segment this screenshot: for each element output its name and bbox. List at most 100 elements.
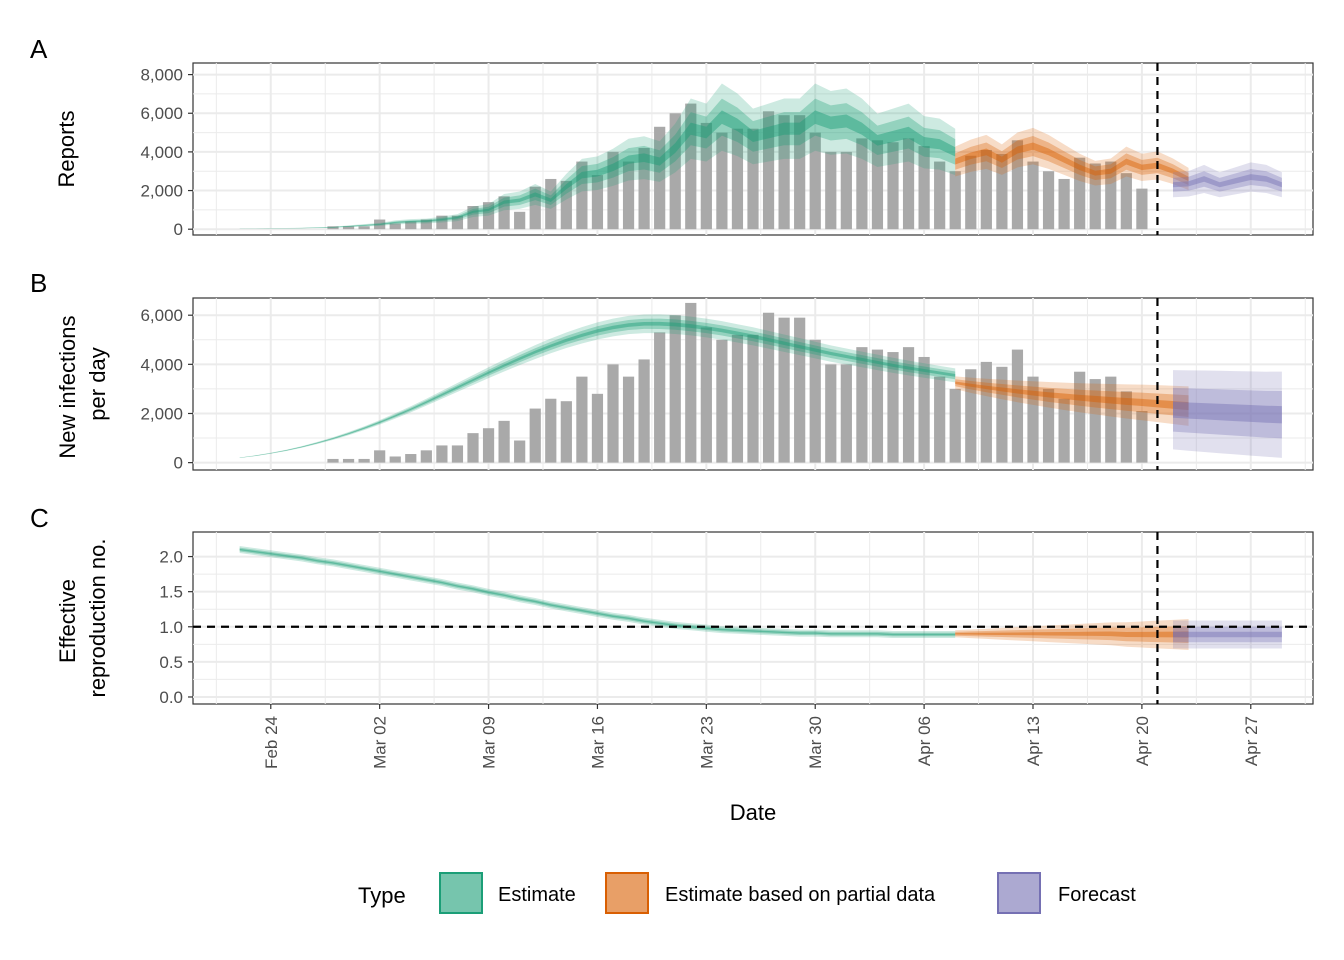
bar: [669, 113, 681, 230]
bar: [918, 146, 930, 230]
bar: [467, 206, 479, 230]
x-axis-title: Date: [730, 800, 776, 825]
panel-c-ylabel-line-2: reproduction no.: [85, 539, 110, 698]
panel-b-y-ticks: 0 2,000 4,000 6,000: [140, 306, 193, 473]
bar: [514, 211, 526, 230]
y-tick-label: 0: [174, 454, 183, 473]
bar: [1089, 163, 1101, 230]
y-tick-label: 0.5: [159, 653, 183, 672]
bar: [996, 366, 1008, 463]
panel-a-y-ticks: 0 2,000 4,000 6,000 8,000: [140, 66, 193, 239]
bar: [638, 359, 650, 463]
bar: [856, 138, 868, 230]
bar: [576, 161, 588, 230]
y-tick-label: 6,000: [140, 306, 183, 325]
bar: [871, 140, 884, 230]
panel-b-ylabel-line-1: New infections: [55, 316, 80, 459]
bar: [965, 155, 977, 230]
y-tick-label: 0.0: [159, 688, 183, 707]
panel-a-ylabel: Reports: [54, 110, 79, 187]
bar: [638, 148, 650, 230]
bar: [622, 161, 635, 230]
bar: [762, 312, 775, 463]
bar: [996, 153, 1008, 230]
panel-b-ylabel: New infections per day: [55, 309, 110, 458]
bar: [1058, 398, 1070, 463]
bar: [529, 186, 541, 230]
bar: [467, 433, 479, 463]
bar: [576, 376, 588, 463]
ribbon-partial-band-2: [955, 142, 1189, 182]
bar: [1136, 188, 1148, 230]
bar: [856, 347, 868, 463]
y-tick-label: 1.5: [159, 583, 183, 602]
legend-key-partial: [605, 872, 649, 914]
panel-c-frame: [192, 531, 1314, 705]
panel-c-ribbons: [239, 546, 1282, 650]
bar: [405, 221, 417, 230]
y-tick-label: 0: [174, 220, 183, 239]
bar: [1105, 376, 1117, 463]
legend-label-partial: Estimate based on partial data: [665, 884, 936, 906]
bar: [902, 347, 915, 463]
panel-a: A 0 2,000 4,000 6,000 8,000 Reports: [30, 34, 1314, 239]
bar: [747, 128, 759, 230]
bar: [560, 180, 572, 230]
bar: [342, 226, 355, 230]
x-tick-label: Apr 06: [915, 716, 934, 766]
ribbon-partial-band-0: [955, 127, 1189, 191]
bar: [420, 219, 432, 230]
panel-b-bars: [327, 302, 1148, 463]
bar: [887, 352, 899, 463]
bar: [887, 142, 899, 230]
bar: [545, 178, 557, 230]
ribbon-partial-band-1: [955, 626, 1189, 643]
ribbon-forecast-band-2: [1173, 631, 1282, 638]
panel-a-frame: [192, 62, 1314, 236]
y-tick-label: 6,000: [140, 104, 183, 123]
legend-item-partial: Estimate based on partial data: [605, 872, 936, 914]
bar: [1011, 349, 1024, 463]
bar: [762, 111, 775, 230]
bar: [358, 226, 370, 230]
ribbon-partial-band-0: [955, 376, 1189, 426]
ribbon-estimate-band-0: [239, 83, 956, 229]
bar: [685, 103, 697, 230]
bar: [949, 171, 961, 230]
panel-a-ribbons: [239, 83, 1282, 229]
panel-c-ylabel: Effective reproduction no.: [55, 539, 110, 698]
panel-c-y-ticks: 0.0 0.5 1.0 1.5 2.0: [159, 548, 193, 707]
bar: [934, 161, 946, 230]
bar: [654, 332, 666, 463]
bar: [1011, 140, 1024, 230]
bar: [327, 226, 339, 230]
legend-label-forecast: Forecast: [1058, 884, 1136, 906]
y-tick-label: 1.0: [159, 618, 183, 637]
bar: [1105, 161, 1117, 230]
x-tick-label: Mar 23: [697, 716, 716, 769]
bar: [389, 456, 401, 463]
ribbon-forecast-band-0: [1173, 162, 1282, 198]
panel-b: B 0 2,000 4,000 6,000 New infections per da…: [30, 268, 1314, 473]
bar: [1027, 161, 1039, 230]
ribbon-forecast-band-1: [1173, 388, 1282, 439]
ribbon-forecast-band-0: [1173, 370, 1282, 458]
y-tick-label: 2.0: [159, 548, 183, 567]
legend-item-estimate: Estimate: [439, 872, 576, 914]
panel-a-bars: [327, 103, 1148, 230]
bar: [840, 151, 852, 230]
ribbon-partial-band-0: [955, 619, 1189, 650]
bar: [607, 364, 619, 463]
bar: [342, 458, 355, 463]
bar: [794, 317, 806, 463]
bar: [529, 408, 541, 463]
x-tick-label: Apr 27: [1242, 716, 1261, 766]
bar: [778, 115, 790, 230]
bar: [560, 401, 572, 463]
bar: [669, 315, 681, 463]
ribbon-partial-band-1: [955, 379, 1189, 417]
bar: [327, 458, 339, 463]
x-tick-label: Mar 30: [806, 716, 825, 769]
bar: [1136, 411, 1148, 463]
